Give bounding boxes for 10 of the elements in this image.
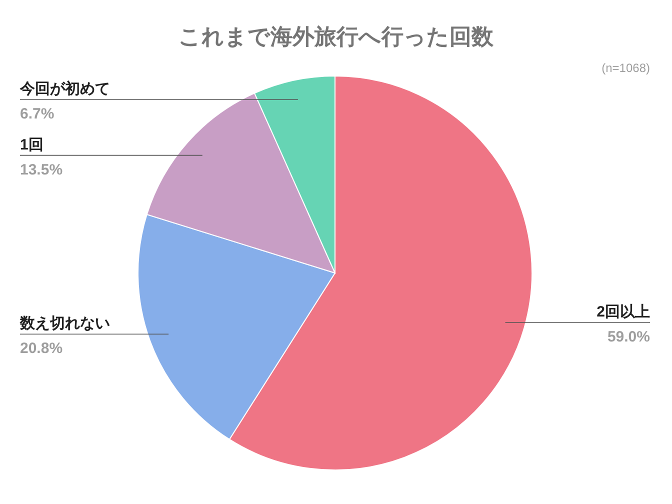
slice-label: 2回以上: [596, 303, 650, 320]
data-label: 13.5%: [20, 161, 63, 178]
data-label: 6.7%: [20, 106, 54, 123]
chart-title: これまで海外旅行へ行った回数: [178, 24, 494, 49]
data-label: 20.8%: [20, 340, 63, 358]
slice-label: 今回が初めて: [19, 80, 110, 98]
text: (n=1068): [602, 61, 650, 75]
slice-label: 1回: [20, 136, 44, 154]
slice-label: 数え切れない: [19, 315, 110, 332]
data-label: 59.0%: [607, 328, 650, 346]
